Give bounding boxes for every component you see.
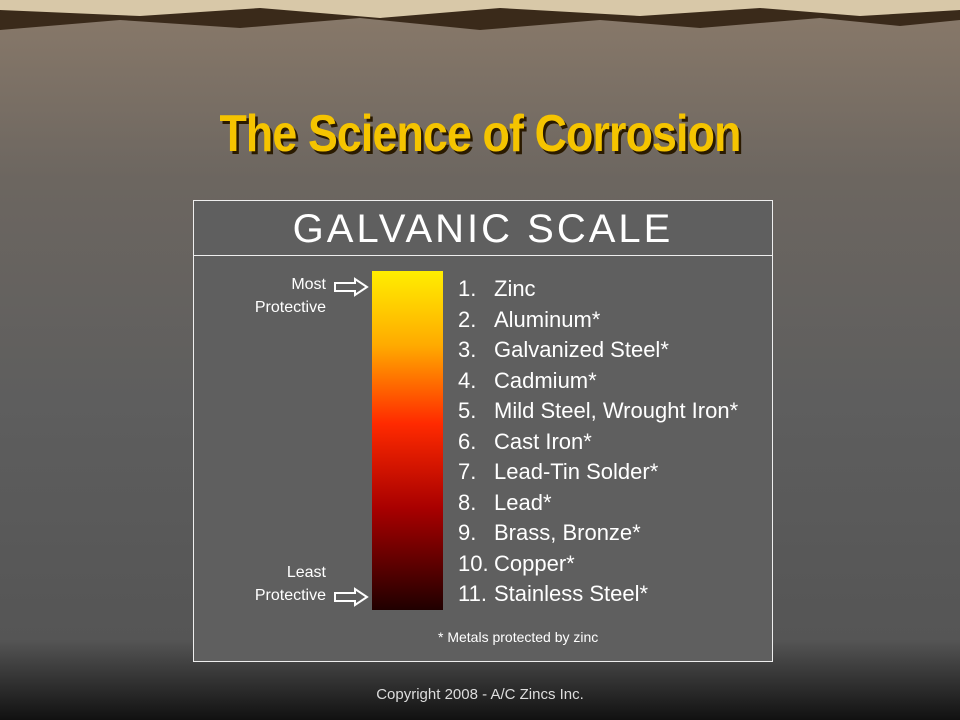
item-text: Stainless Steel* [494,581,649,606]
arrow [334,277,369,297]
galvanic-panel: GALVANIC SCALE Most Protective Least Pro… [193,200,773,662]
item-number: 10. [458,550,489,576]
panel-heading: GALVANIC SCALE [194,201,772,256]
gradient-bar [372,271,443,610]
item-text: Aluminum* [494,306,601,332]
footnote: * Metals protected by zinc [438,629,599,645]
item-text: Mild Steel, Wrought Iron* [494,398,739,423]
item-text: Galvanized Steel* [494,337,669,362]
label-line: Protective [254,299,326,316]
item-text: Zinc [494,276,536,301]
item-text: Copper* [494,550,575,576]
top-label: Most Protective [246,273,326,319]
item-text: Lead* [494,489,552,515]
item-number: 4. [458,367,477,393]
slide-title: The Science of Corrosion [219,105,741,163]
item-number: 1. [458,276,477,301]
item-text: Cadmium* [494,367,597,393]
item-text: Cast Iron* [494,428,592,454]
item-number: 11. [458,581,487,606]
item-number: 6. [458,428,477,454]
item-text: Lead-Tin Solder* [494,459,659,484]
arrow [334,587,369,607]
label-line: Most [291,276,326,293]
item-number: 8. [458,489,477,515]
copyright: Copyright 2008 - A/C Zincs Inc. [376,686,584,703]
item-number: 2. [458,306,477,332]
item-text: Brass, Bronze* [494,520,641,545]
decorative-strip [0,0,960,30]
label-line: Protective [254,587,326,604]
bottom-label: Least Protective [246,561,326,607]
item-number: 3. [458,337,477,362]
label-line: Least [286,564,326,581]
item-number: 5. [458,398,477,423]
item-number: 9. [458,520,477,545]
item-number: 7. [458,459,477,484]
